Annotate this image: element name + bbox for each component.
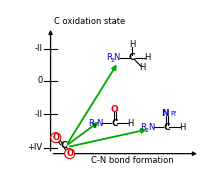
Text: C: C [112,119,118,128]
Text: R: R [106,53,112,62]
Text: -II: -II [35,110,43,119]
Text: 2: 2 [145,128,149,133]
Text: H: H [179,123,186,132]
Text: C: C [129,53,136,62]
Text: R: R [140,123,146,132]
Text: O: O [111,105,119,114]
Text: +IV: +IV [28,143,43,152]
Text: R': R' [170,111,177,117]
Text: O: O [66,149,73,158]
Text: 2: 2 [93,123,97,129]
Text: -II: -II [35,44,43,53]
Text: H: H [129,40,135,49]
Text: N: N [113,53,120,62]
Text: H: H [139,63,146,72]
Text: 2: 2 [110,58,114,63]
Text: C: C [164,123,170,132]
Text: N: N [161,109,169,118]
Text: C oxidation state: C oxidation state [54,17,125,26]
Text: C: C [60,141,67,150]
Text: O: O [52,133,59,142]
Text: N: N [96,119,102,128]
Text: 0: 0 [37,76,43,85]
Text: H: H [145,53,151,62]
Text: H: H [127,119,134,128]
Text: R: R [88,119,94,128]
Text: C-N bond formation: C-N bond formation [91,156,173,165]
Text: N: N [148,123,154,132]
